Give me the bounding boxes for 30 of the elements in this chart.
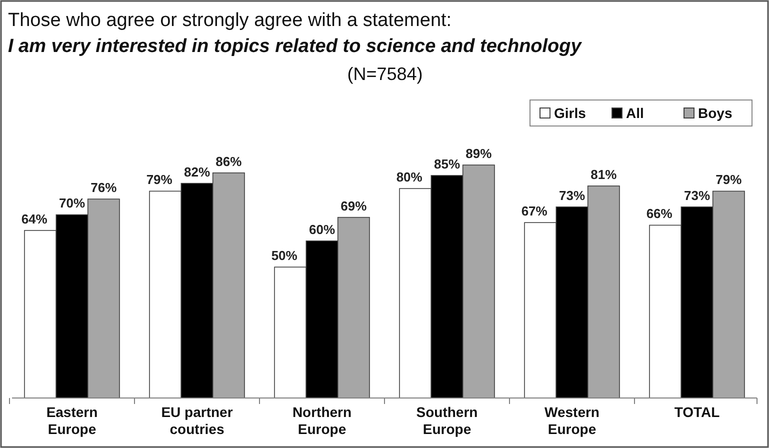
data-label: 82% [184,164,210,180]
legend-label: Girls [554,105,586,121]
data-label: 69% [340,198,368,214]
data-label: 50% [271,248,298,264]
x-tick-label: Northern Europe [292,404,352,437]
text: (N=7584) [347,64,423,84]
data-label: 60% [308,222,336,237]
data-label: 86% [216,154,242,169]
x-tick-label: Southern Europe [416,404,478,437]
x-tick-label: EU partner coutries [161,404,234,437]
data-label: 70% [58,196,86,211]
chart-subtitle: I am very interested in topics related to science and technology [8,36,583,57]
data-label: 66% [646,206,673,222]
data-label: 81% [590,166,618,182]
data-label: 85% [434,156,460,172]
x-tick-label: TOTAL [674,404,720,420]
x-tick-label: Eastern Europe [46,404,98,437]
data-label: 76% [90,180,118,196]
x-tick-label: Western Europe [544,404,600,437]
legend-label: Boys [698,105,732,121]
data-label: 79% [716,172,742,188]
data-label: 79% [146,172,173,188]
data-label: 89% [466,146,492,161]
legend-label: All [626,105,644,121]
data-label: 73% [684,188,710,203]
data-label: 80% [396,170,423,185]
data-label: 67% [521,204,548,219]
data-label: 64% [21,211,48,226]
chart-title: Those who agree or strongly agree with a statement: [8,10,452,31]
data-label: 73% [558,188,586,203]
